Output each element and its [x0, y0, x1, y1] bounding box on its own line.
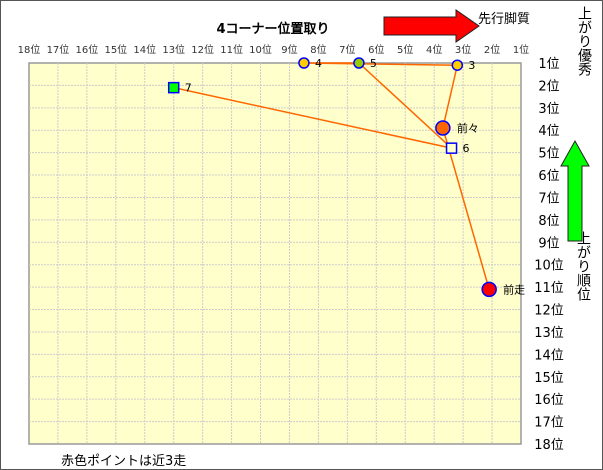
x-tick-label: 9位: [281, 43, 297, 56]
point-6: [445, 142, 458, 154]
y-tick-label: 16位: [534, 393, 564, 408]
x-tick-label: 3位: [455, 43, 471, 56]
x-tick-label: 6位: [368, 43, 384, 56]
y-tick-label: 10位: [534, 259, 564, 274]
x-tick-label: 10位: [249, 43, 272, 56]
x-tick-label: 8位: [310, 43, 326, 56]
y-tick-label: 1位: [538, 57, 559, 72]
point-前走: [481, 281, 497, 298]
point-前々: [435, 120, 451, 136]
x-tick-labels: 18位 17位 16位 15位 14位 13位 12位 11位 10位 9位 8位 7位 6位 5位 4位 3…: [18, 43, 530, 56]
point-label: 6: [463, 142, 470, 155]
x-tick-label: 2位: [484, 43, 500, 56]
x-tick-label: 18位: [18, 43, 41, 56]
right-arrow-label: 先行脚質: [478, 11, 530, 27]
point-5: [353, 57, 365, 69]
y-tick-label: 9位: [538, 236, 559, 251]
y-tick-label: 5位: [538, 147, 559, 162]
up-arrow-icon: [560, 139, 590, 242]
point-label: 5: [370, 57, 377, 70]
footnote: 赤色ポイントは近3走: [61, 453, 186, 469]
point-3: [451, 59, 464, 71]
plot-area: [28, 62, 522, 445]
point-7: [167, 81, 180, 94]
y-tick-label: 14位: [534, 348, 564, 363]
y-tick-label: 18位: [534, 438, 564, 453]
up-arrow-label: 上がり優秀: [576, 6, 592, 77]
y-tick-label: 13位: [534, 326, 564, 341]
x-tick-label: 1位: [513, 43, 529, 56]
x-tick-label: 5位: [397, 43, 413, 56]
point-label: 前々: [457, 121, 479, 135]
y-tick-labels: 1位 2位 3位 4位 5位 6位 7位 8位 9位 10位 11位 12位 13位 14位 15位 16位 1…: [534, 57, 564, 453]
x-tick-label: 15位: [104, 43, 127, 56]
y-tick-label: 6位: [538, 169, 559, 184]
x-tick-label: 17位: [47, 43, 70, 56]
x-tick-label: 14位: [133, 43, 156, 56]
y-tick-label: 11位: [534, 281, 564, 296]
x-tick-label: 16位: [76, 43, 99, 56]
point-label: 4: [315, 57, 322, 70]
y-tick-label: 12位: [534, 304, 564, 319]
y-tick-label: 2位: [538, 79, 559, 94]
x-tick-label: 7位: [339, 43, 355, 56]
y-tick-label: 17位: [534, 416, 564, 431]
y-tick-label: 3位: [538, 102, 559, 117]
point-label: 前走: [503, 282, 525, 296]
grid: [29, 63, 521, 444]
point-label: 7: [185, 82, 192, 95]
x-tick-label: 11位: [220, 43, 243, 56]
y-axis-label: 上がり順位: [575, 231, 591, 301]
x-tick-label: 13位: [162, 43, 185, 56]
y-tick-label: 4位: [538, 124, 559, 139]
x-tick-label: 4位: [426, 43, 442, 56]
chart-title: 4コーナー位置取り: [216, 21, 329, 37]
point-label: 3: [468, 59, 475, 72]
y-tick-label: 8位: [538, 214, 559, 229]
y-tick-label: 15位: [534, 371, 564, 386]
right-arrow-icon: [383, 9, 480, 43]
x-tick-label: 12位: [191, 43, 214, 56]
y-tick-label: 7位: [538, 191, 559, 206]
point-4: [298, 57, 310, 69]
